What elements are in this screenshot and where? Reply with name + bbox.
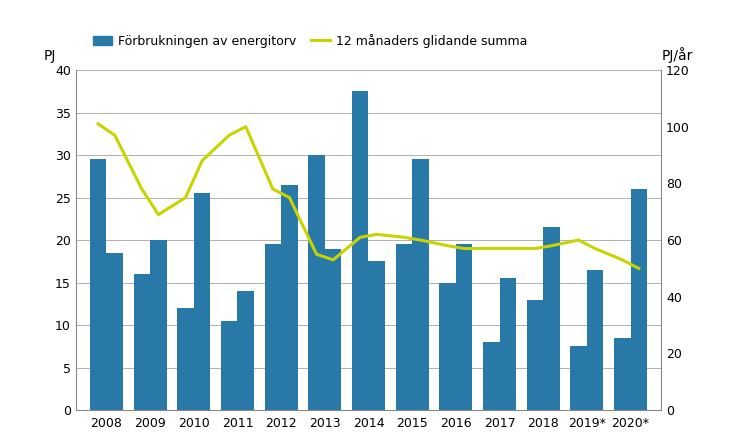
Bar <box>106 253 123 410</box>
Bar <box>439 283 456 410</box>
Bar <box>368 261 385 410</box>
Text: PJ: PJ <box>43 49 56 63</box>
Legend: Förbrukningen av energitorv, 12 månaders glidande summa: Förbrukningen av energitorv, 12 månaders… <box>88 29 533 53</box>
Bar <box>308 155 325 410</box>
Bar <box>133 274 150 410</box>
Bar <box>177 308 194 410</box>
Bar <box>194 193 210 410</box>
Bar <box>631 189 647 410</box>
Bar <box>325 249 341 410</box>
Bar <box>265 244 281 410</box>
Bar <box>90 159 106 410</box>
Bar <box>543 227 560 410</box>
Bar <box>412 159 429 410</box>
Bar <box>221 321 237 410</box>
Bar <box>587 270 604 410</box>
Bar <box>237 291 254 410</box>
Bar <box>456 244 472 410</box>
Bar <box>150 240 167 410</box>
Bar <box>281 185 298 410</box>
Text: PJ/år: PJ/år <box>662 47 694 63</box>
Bar <box>527 299 543 410</box>
Bar <box>352 91 368 410</box>
Bar <box>500 278 516 410</box>
Bar <box>483 342 500 410</box>
Bar <box>570 346 587 410</box>
Bar <box>614 338 631 410</box>
Bar <box>396 244 412 410</box>
